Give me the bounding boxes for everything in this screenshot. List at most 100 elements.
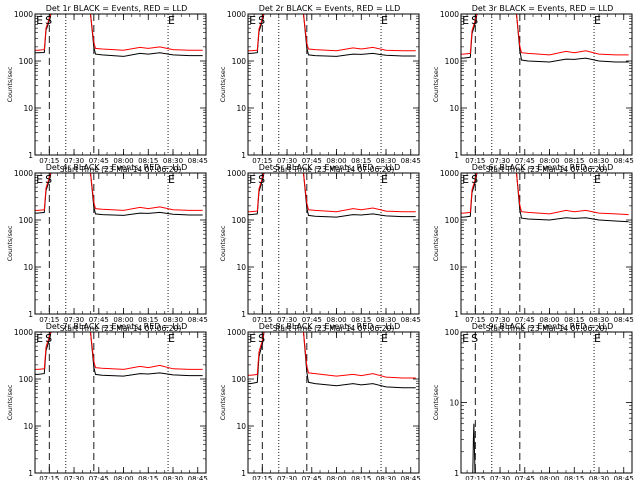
time-marker-label: E [168, 14, 175, 27]
y-tick-label: 1000 [440, 10, 459, 19]
x-tick-label: 08:45 [614, 157, 634, 165]
x-tick-label: 07:45 [515, 316, 535, 324]
plot-frame [247, 13, 420, 156]
y-axis-label: Counts/sec [6, 384, 14, 420]
x-tick-label: 07:15 [252, 157, 272, 165]
x-tick-label: 08:15 [351, 316, 371, 324]
x-tick-label: 08:00 [326, 157, 346, 165]
x-tick-label: 08:00 [539, 157, 559, 165]
time-marker-label: S [258, 173, 265, 186]
y-tick-label: 1000 [440, 169, 459, 178]
chart-panel: Det 5r BLACK = Events, RED = LLD Counts/s… [219, 163, 421, 333]
lld-series-line [248, 14, 416, 52]
events-series-line [461, 173, 629, 223]
chart-panel: Det 4r BLACK = Events, RED = LLD Counts/s… [6, 163, 208, 333]
chart-panel: Det 7r BLACK = Events, RED = LLD Counts/s… [6, 322, 208, 480]
x-tick-label: 08:30 [376, 316, 396, 324]
x-tick-label: 08:00 [113, 157, 133, 165]
x-tick-label: 07:45 [89, 475, 109, 480]
events-series-line [472, 423, 476, 473]
time-marker-label: S [45, 332, 52, 345]
y-tick-label: 1000 [14, 169, 33, 178]
x-tick-label: 07:15 [252, 475, 272, 480]
x-tick-label: 08:30 [589, 157, 609, 165]
x-tick-label: 08:30 [163, 316, 183, 324]
x-tick-label: 08:15 [351, 157, 371, 165]
x-tick-label: 07:45 [302, 157, 322, 165]
chart-panel: Det 2r BLACK = Events, RED = LLD Counts/s… [219, 4, 421, 174]
plot-frame [247, 331, 420, 474]
y-axis-label: Counts/sec [432, 66, 440, 102]
x-tick-label: 08:15 [564, 316, 584, 324]
plot-frame [34, 331, 207, 474]
plot-frame [460, 13, 633, 156]
x-tick-label: 07:45 [515, 475, 535, 480]
x-tick-label: 08:30 [589, 475, 609, 480]
x-tick-label: 08:15 [351, 475, 371, 480]
lld-series-line [461, 14, 629, 56]
chart-panel: Det 1r BLACK = Events, RED = LLD Counts/s… [6, 4, 208, 174]
chart-title: Det 9r BLACK = Events, RED = LLD [472, 322, 614, 331]
y-tick-label: 1 [241, 310, 246, 319]
x-tick-label: 07:30 [490, 157, 510, 165]
lld-series-line [35, 332, 203, 370]
time-marker-label: E [36, 173, 43, 186]
y-tick-label: 1 [28, 469, 33, 478]
x-tick-label: 07:45 [89, 157, 109, 165]
y-tick-label: 100 [445, 57, 460, 66]
x-tick-label: 07:30 [490, 316, 510, 324]
chart-title: Det 8r BLACK = Events, RED = LLD [259, 322, 401, 331]
x-tick-label: 07:15 [465, 316, 485, 324]
x-tick-label: 08:45 [188, 316, 208, 324]
chart-panel: Det 8r BLACK = Events, RED = LLD Counts/s… [219, 322, 421, 480]
x-tick-label: 08:30 [589, 316, 609, 324]
chart-title: Det 4r BLACK = Events, RED = LLD [46, 163, 188, 172]
x-tick-label: 07:15 [252, 316, 272, 324]
time-marker-label: S [45, 14, 52, 27]
chart-title: Det 6r BLACK = Events, RED = LLD [472, 163, 614, 172]
time-marker-label: S [471, 173, 478, 186]
y-tick-label: 10 [449, 104, 459, 113]
x-tick-label: 07:30 [277, 475, 297, 480]
x-axis-label: Start Time (23-Mar-14 07:06:20) [486, 324, 608, 333]
x-tick-label: 07:30 [64, 157, 84, 165]
y-tick-label: 1 [28, 310, 33, 319]
x-tick-label: 08:00 [539, 475, 559, 480]
x-tick-label: 07:15 [39, 157, 59, 165]
y-tick-label: 100 [232, 57, 247, 66]
x-tick-label: 07:30 [64, 316, 84, 324]
y-tick-label: 100 [445, 328, 460, 337]
x-tick-label: 07:45 [515, 157, 535, 165]
x-tick-label: 07:30 [277, 316, 297, 324]
time-marker-label: E [381, 14, 388, 27]
y-axis-label: Counts/sec [219, 66, 227, 102]
x-tick-label: 07:15 [39, 316, 59, 324]
chart-title: Det 5r BLACK = Events, RED = LLD [259, 163, 401, 172]
x-tick-label: 08:45 [188, 157, 208, 165]
y-tick-label: 100 [232, 375, 247, 384]
y-tick-label: 1000 [14, 328, 33, 337]
x-tick-label: 07:15 [465, 475, 485, 480]
x-axis-label: Start Time (23-Mar-14 07:06:20) [273, 324, 395, 333]
y-tick-label: 100 [19, 375, 34, 384]
lld-series-line [248, 173, 416, 213]
y-tick-label: 1 [454, 310, 459, 319]
plot-frame [34, 172, 207, 315]
x-tick-label: 08:15 [138, 475, 158, 480]
x-tick-label: 08:30 [163, 475, 183, 480]
y-tick-label: 1 [454, 151, 459, 160]
x-tick-label: 08:45 [614, 475, 634, 480]
x-tick-label: 08:00 [113, 475, 133, 480]
time-marker-label: E [462, 14, 469, 27]
y-tick-label: 100 [232, 216, 247, 225]
time-marker-label: E [168, 173, 175, 186]
x-tick-label: 08:15 [564, 157, 584, 165]
x-axis-label: Start Time (23-Mar-14 07:06:20) [60, 165, 182, 174]
x-tick-label: 08:45 [614, 316, 634, 324]
x-tick-label: 08:30 [376, 157, 396, 165]
events-series-line [248, 332, 416, 389]
chart-panel: Det 6r BLACK = Events, RED = LLD Counts/s… [432, 163, 634, 333]
x-tick-label: 08:00 [539, 316, 559, 324]
plot-frame [460, 331, 633, 474]
